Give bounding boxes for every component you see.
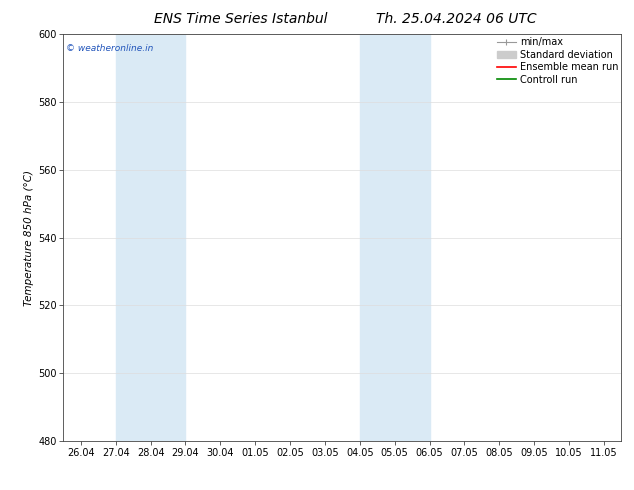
Text: Th. 25.04.2024 06 UTC: Th. 25.04.2024 06 UTC xyxy=(376,12,537,26)
Bar xyxy=(359,34,429,441)
Legend: min/max, Standard deviation, Ensemble mean run, Controll run: min/max, Standard deviation, Ensemble me… xyxy=(496,37,618,84)
Bar xyxy=(116,34,185,441)
Text: © weatheronline.in: © weatheronline.in xyxy=(66,45,153,53)
Text: ENS Time Series Istanbul: ENS Time Series Istanbul xyxy=(154,12,328,26)
Y-axis label: Temperature 850 hPa (°C): Temperature 850 hPa (°C) xyxy=(23,170,34,306)
